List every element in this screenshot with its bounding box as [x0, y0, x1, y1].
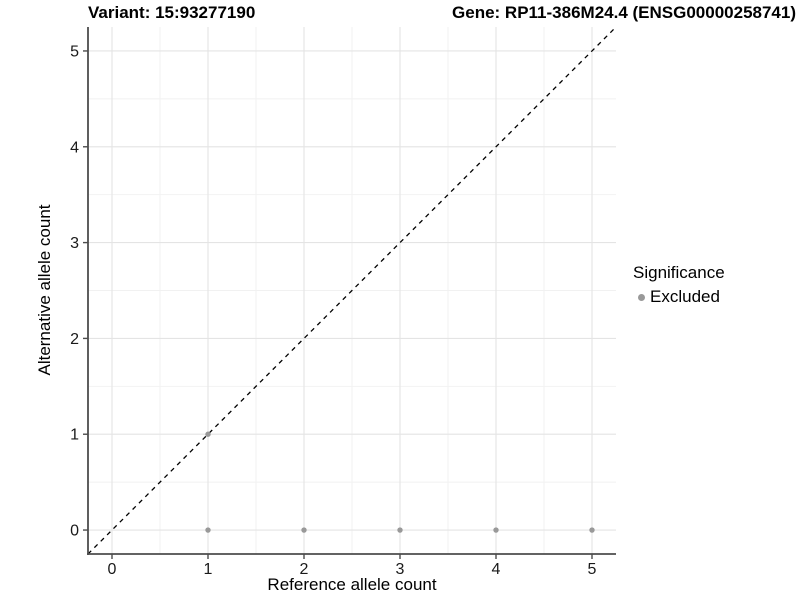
legend-item-excluded: Excluded: [633, 287, 725, 307]
identity-dashed-line: [87, 26, 617, 555]
y-tick-label: 1: [70, 427, 79, 444]
x-tick-label: 3: [396, 561, 405, 578]
data-point: [301, 527, 307, 533]
legend: Significance Excluded: [633, 262, 725, 307]
y-tick-label: 5: [70, 43, 79, 60]
gene-title: Gene: RP11-386M24.4 (ENSG00000258741): [452, 3, 796, 22]
legend-key: [633, 289, 650, 306]
data-point: [589, 527, 595, 533]
x-tick-label: 5: [588, 561, 597, 578]
legend-title: Significance: [633, 263, 725, 282]
x-tick-label: 4: [492, 561, 501, 578]
y-tick-label: 3: [70, 235, 79, 252]
variant-title: Variant: 15:93277190: [88, 3, 256, 22]
data-point: [205, 527, 211, 533]
y-tick-label: 0: [70, 523, 79, 540]
data-point: [397, 527, 403, 533]
x-axis-label: Reference allele count: [267, 575, 437, 594]
x-tick-label: 0: [108, 561, 117, 578]
data-point: [493, 527, 499, 533]
x-tick-label: 1: [204, 561, 213, 578]
excluded-point-icon: [638, 293, 645, 301]
legend-item-label: Excluded: [650, 287, 720, 306]
data-point: [205, 431, 211, 437]
y-tick-label: 2: [70, 331, 79, 348]
y-tick-label: 4: [70, 139, 79, 156]
x-tick-label: 2: [300, 561, 309, 578]
y-axis-label: Alternative allele count: [35, 204, 54, 376]
